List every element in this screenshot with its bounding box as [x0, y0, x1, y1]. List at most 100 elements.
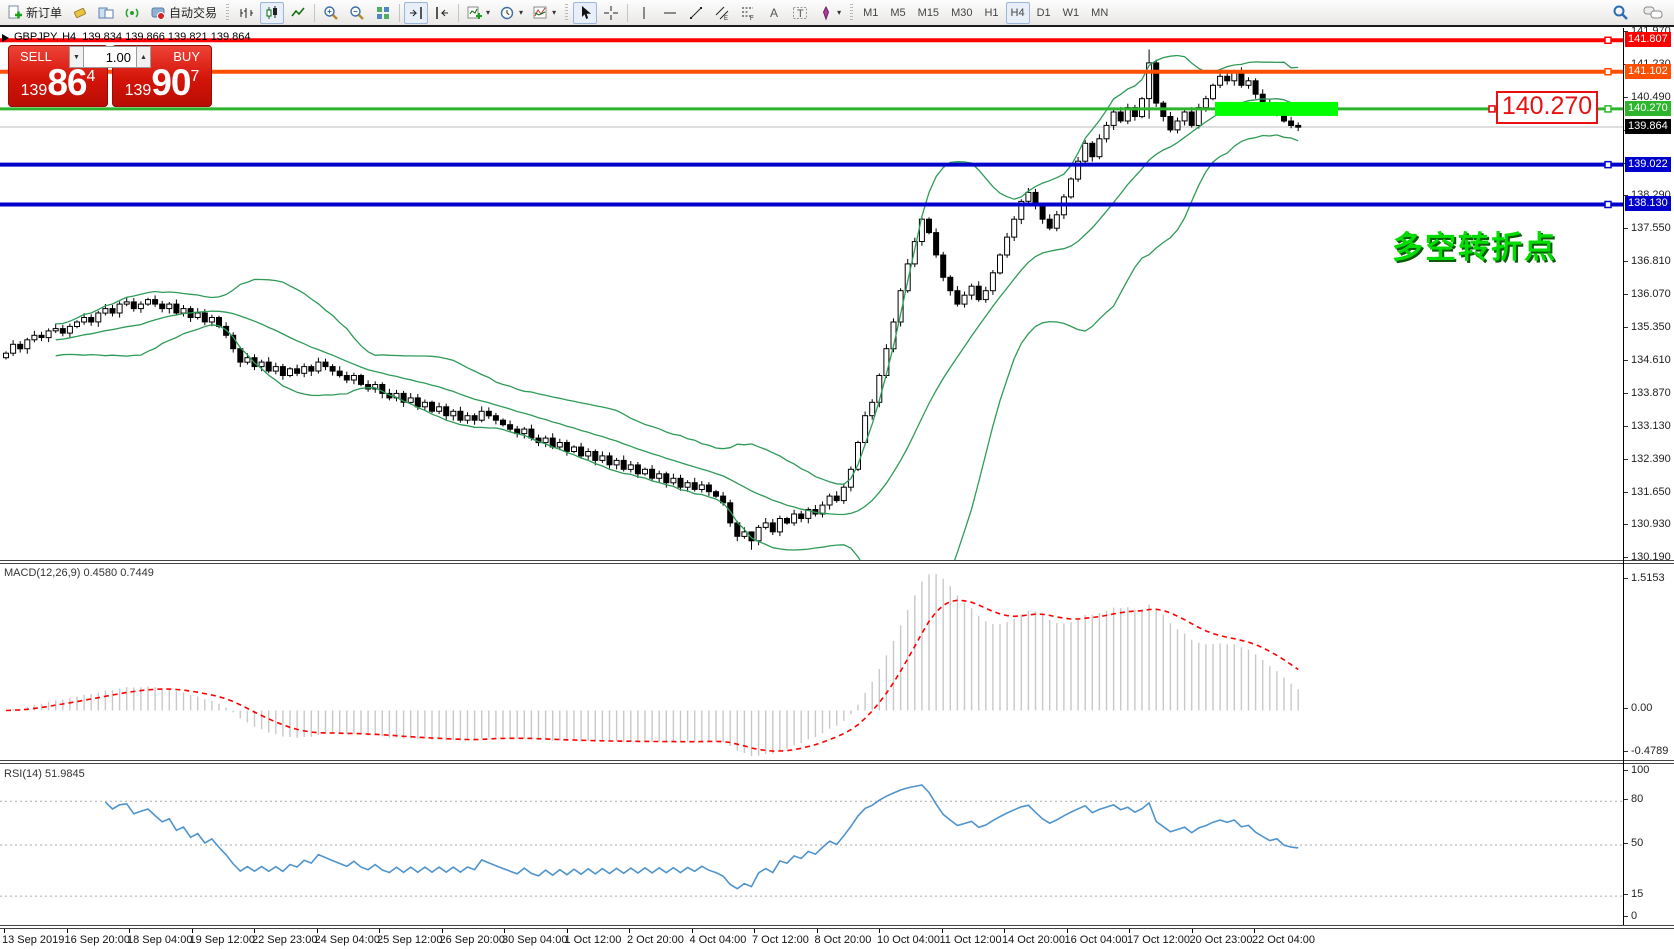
axis-tick: 133.130 — [1624, 420, 1671, 432]
horizontal-line-button[interactable] — [658, 2, 682, 24]
panel-splitter[interactable] — [0, 925, 1674, 929]
timeframe-h1-button[interactable]: H1 — [979, 2, 1003, 24]
time-axis[interactable]: 13 Sep 2019 16 Sep 20:00 18 Sep 04:00 19 Se… — [0, 929, 1674, 949]
buy-label: BUY — [173, 49, 200, 64]
text-button[interactable]: A — [762, 2, 786, 24]
channel-icon: E — [714, 5, 730, 21]
indicators-button[interactable]: ▾ — [529, 2, 560, 24]
time-tick — [191, 929, 193, 933]
candlestick-chart[interactable] — [0, 28, 1623, 560]
axis-tick: 130.190 — [1624, 551, 1671, 563]
time-label: 16 Sep 20:00 — [64, 934, 130, 946]
arrows-icon — [818, 5, 834, 21]
zoom-out-icon — [349, 5, 365, 21]
arrows-button[interactable]: ▾ — [814, 2, 845, 24]
price-badge: 139.022 — [1625, 157, 1671, 172]
macd-chart[interactable] — [0, 564, 1623, 760]
axis-tick: 80 — [1624, 793, 1644, 805]
axis-tick: 133.870 — [1624, 387, 1671, 399]
sell-button[interactable]: SELL 139864 — [8, 45, 108, 107]
indicators-icon — [533, 5, 549, 21]
buy-price: 139907 — [124, 62, 200, 103]
zoom-out-button[interactable] — [345, 2, 369, 24]
buy-button[interactable]: BUY 139907 — [112, 45, 212, 107]
eraser-button[interactable] — [68, 2, 92, 24]
volume-increase-button[interactable]: ▲ — [136, 46, 151, 68]
bar-chart-button[interactable] — [234, 2, 258, 24]
chart-shift-button[interactable] — [404, 1, 429, 24]
volume-control: ▼ ▲ — [69, 46, 151, 68]
timeframe-w1-button[interactable]: W1 — [1058, 2, 1085, 24]
price-badge: 140.270 — [1625, 101, 1671, 116]
time-label: 2 Oct 20:00 — [627, 934, 684, 946]
time-tick — [941, 929, 943, 933]
channel-button[interactable]: E — [710, 2, 734, 24]
zoom-in-button[interactable] — [319, 2, 343, 24]
timeframe-mn-button[interactable]: MN — [1086, 2, 1113, 24]
sell-price: 139864 — [20, 62, 96, 103]
new-chart-button[interactable]: ▾ — [463, 2, 494, 24]
time-tick — [129, 929, 130, 933]
signal-button[interactable] — [120, 2, 144, 24]
timeframe-m5-button[interactable]: M5 — [885, 2, 910, 24]
annotation-text[interactable]: 多空转折点 — [1392, 230, 1557, 265]
chart-profile-button[interactable] — [94, 2, 118, 24]
fibonacci-button[interactable]: F — [736, 2, 760, 24]
candlestick-chart-icon — [264, 5, 280, 21]
time-label: 26 Sep 20:00 — [439, 934, 505, 946]
timeframe-m30-button[interactable]: M30 — [946, 2, 977, 24]
panel-splitter[interactable] — [0, 560, 1674, 564]
price-axis-border — [1623, 28, 1624, 925]
panel-splitter[interactable] — [0, 760, 1674, 764]
axis-tick: 132.390 — [1624, 453, 1671, 465]
time-label: 7 Oct 12:00 — [752, 934, 809, 946]
volume-input[interactable] — [84, 46, 136, 68]
crosshair-icon — [603, 5, 619, 21]
new-order-button[interactable]: 新订单 — [3, 2, 66, 24]
cursor-button[interactable] — [573, 1, 598, 24]
time-label: 1 Oct 12:00 — [564, 934, 622, 946]
timeframe-h4-button[interactable]: H4 — [1005, 1, 1030, 24]
axis-tick: 100 — [1624, 764, 1650, 776]
candlestick-chart-button[interactable] — [260, 1, 285, 24]
time-tick — [629, 929, 630, 933]
horizontal-line-icon — [662, 5, 678, 21]
svg-text:A: A — [770, 6, 778, 20]
rsi-chart[interactable] — [0, 764, 1623, 925]
price-badge: 141.102 — [1625, 64, 1671, 79]
tile-windows-button[interactable] — [371, 2, 395, 24]
toolbar-grip — [850, 3, 854, 22]
trendline-button[interactable] — [684, 2, 708, 24]
timeframe-d1-button[interactable]: D1 — [1032, 2, 1056, 24]
new-chart-icon — [467, 5, 483, 21]
line-chart-button[interactable] — [286, 2, 310, 24]
price-axis[interactable]: 141.970141.230140.490139.750139.010138.2… — [1624, 25, 1674, 925]
periods-clock-icon — [500, 5, 516, 21]
chat-button[interactable] — [1639, 2, 1667, 24]
dropdown-arrow-icon: ▾ — [552, 8, 557, 17]
timeframe-m1-button[interactable]: M1 — [858, 2, 883, 24]
time-tick — [254, 929, 255, 933]
time-tick — [754, 929, 755, 933]
crosshair-button[interactable] — [599, 2, 623, 24]
toolbar-grip — [226, 3, 230, 22]
price-level-label[interactable]: 140.270 — [1496, 91, 1598, 124]
axis-tick: 130.930 — [1624, 518, 1671, 530]
new-order-icon — [7, 5, 23, 21]
search-button[interactable] — [1608, 2, 1633, 24]
axis-tick: 136.810 — [1624, 255, 1671, 267]
text-label-button[interactable]: T — [788, 2, 812, 24]
svg-text:F: F — [750, 16, 754, 21]
auto-trading-button[interactable]: 自动交易 — [146, 2, 221, 24]
time-label: 14 Oct 20:00 — [1002, 934, 1065, 946]
timeframe-m15-button[interactable]: M15 — [913, 2, 944, 24]
one-click-trading-panel: SELL 139864 BUY 139907 ▼ ▲ — [8, 45, 212, 107]
periods-button[interactable]: ▾ — [496, 2, 527, 24]
volume-decrease-button[interactable]: ▼ — [69, 46, 84, 68]
title-marker-icon — [2, 34, 9, 42]
chart-title: GBPJPY, H4 139.834 139.866 139.821 139.8… — [14, 31, 251, 43]
time-label: 25 Sep 12:00 — [377, 934, 443, 946]
auto-scroll-button[interactable] — [430, 2, 454, 24]
chart-shift-icon — [408, 5, 424, 21]
vertical-line-button[interactable] — [632, 2, 656, 24]
